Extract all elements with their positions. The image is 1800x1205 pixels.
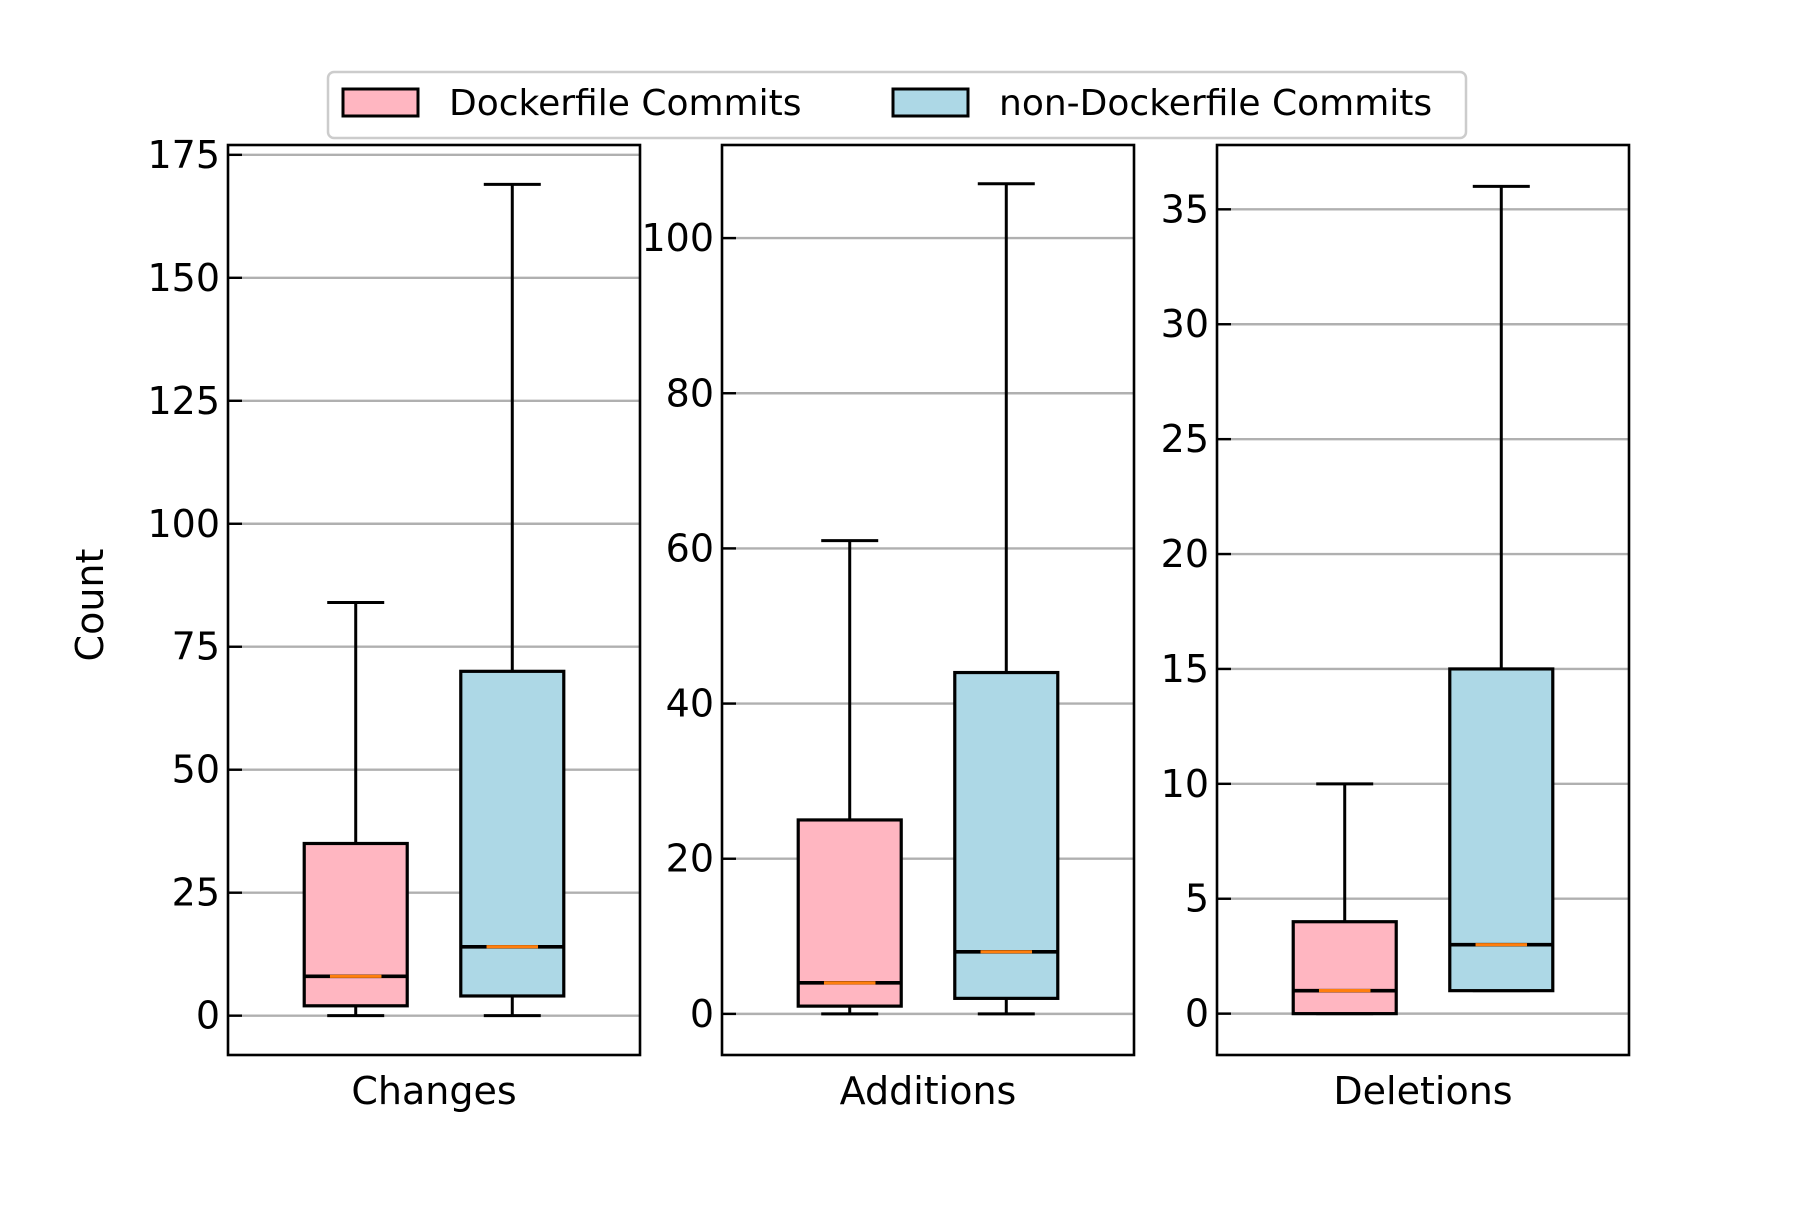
- legend-entry: non-Dockerfile Commits: [891, 83, 1432, 124]
- y-tick-label: 10: [1161, 762, 1209, 806]
- panel-deletions: 0 5 10 15 20 25 30 35 Deletions: [1161, 143, 1631, 1113]
- y-tick-label: 60: [666, 526, 714, 570]
- y-tick-label: 25: [1161, 417, 1209, 461]
- y-tick-label: 40: [666, 682, 714, 726]
- y-tick-label: 20: [666, 837, 714, 881]
- iqr-box: [459, 669, 566, 998]
- box-dockerfile: [302, 600, 409, 1018]
- legend-entry: Dockerfile Commits: [341, 83, 802, 124]
- iqr-box: [953, 670, 1060, 1000]
- y-tick-label: 50: [172, 748, 220, 792]
- legend-swatch: [341, 87, 420, 118]
- legend-label: Dockerfile Commits: [449, 83, 802, 124]
- box-dockerfile: [796, 539, 903, 1016]
- panel-frame: [720, 143, 1136, 1057]
- y-axis-label: Count: [68, 549, 112, 662]
- iqr-box: [1291, 920, 1398, 1016]
- iqr-box: [302, 841, 409, 1008]
- panel-additions: 0 20 40 60 80 100 Additions: [641, 143, 1136, 1113]
- x-axis-label: Additions: [840, 1069, 1017, 1113]
- y-tick-label: 15: [1161, 647, 1209, 691]
- box-non-dockerfile: [953, 182, 1060, 1016]
- legend-swatch: [891, 87, 970, 118]
- y-tick-label: 35: [1161, 187, 1209, 231]
- y-tick-label: 0: [196, 994, 220, 1038]
- y-tick-label: 80: [666, 371, 714, 415]
- y-tick-label: 175: [147, 133, 220, 177]
- y-tick-label: 100: [641, 216, 714, 260]
- y-tick-label: 75: [172, 625, 220, 669]
- x-axis-label: Deletions: [1333, 1069, 1512, 1113]
- panels: 0255075100125150175Changes020406080100Ad…: [147, 133, 1631, 1113]
- y-tick-label: 20: [1161, 532, 1209, 576]
- y-tick-label: 30: [1161, 302, 1209, 346]
- y-tick-label: 25: [172, 871, 220, 915]
- y-tick-label: 125: [147, 379, 220, 423]
- iqr-box: [1448, 667, 1555, 993]
- y-tick-label: 150: [147, 256, 220, 300]
- box-non-dockerfile: [459, 182, 566, 1018]
- y-tick-label: 0: [690, 992, 714, 1036]
- panel-frame: [1215, 143, 1631, 1057]
- legend: Dockerfile Commits non-Dockerfile Commits: [326, 70, 1468, 140]
- legend-label: non-Dockerfile Commits: [999, 83, 1432, 124]
- iqr-box: [796, 818, 903, 1008]
- x-axis-label: Changes: [351, 1069, 516, 1113]
- y-tick-label: 0: [1185, 992, 1209, 1036]
- y-tick-label: 100: [147, 502, 220, 546]
- panel-changes: 0 25 50 75 100 125 150 175 Changes: [147, 133, 642, 1113]
- y-tick-label: 5: [1185, 877, 1209, 921]
- panel-frame: [226, 143, 642, 1057]
- box-dockerfile: [1291, 782, 1398, 1016]
- box-non-dockerfile: [1448, 184, 1555, 993]
